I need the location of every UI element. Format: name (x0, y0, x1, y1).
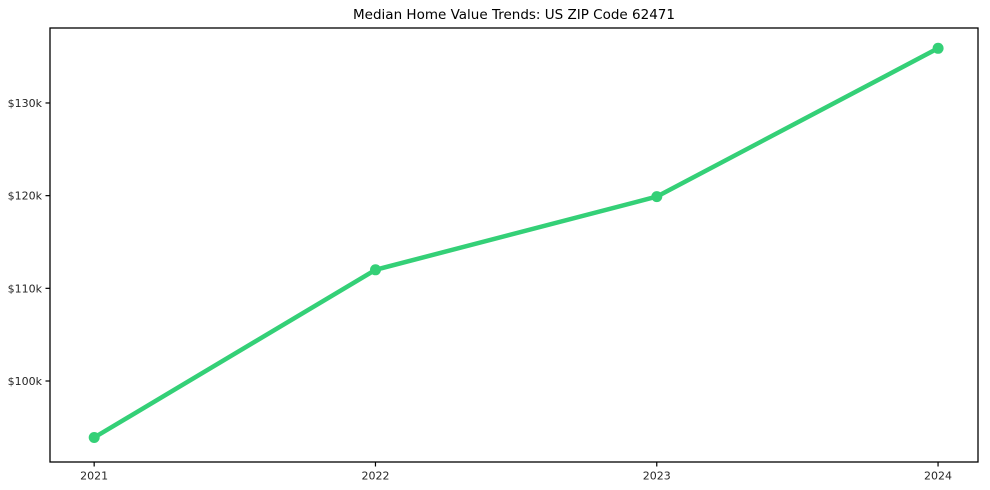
x-tick-label: 2023 (643, 470, 671, 483)
data-point-2024 (932, 42, 944, 54)
data-point-2023 (651, 191, 663, 203)
y-tick-label: $130k (8, 97, 43, 110)
x-tick-label: 2024 (924, 470, 952, 483)
plot-frame (49, 27, 979, 463)
x-tick-label: 2022 (361, 470, 389, 483)
y-tick-label: $100k (8, 375, 43, 388)
data-point-2022 (370, 264, 381, 276)
x-tick-label: 2021 (80, 470, 108, 483)
chart-title: Median Home Value Trends: US ZIP Code 62… (353, 7, 675, 23)
y-tick-label: $110k (8, 282, 43, 295)
data-point-2021 (88, 432, 100, 443)
y-tick-label: $120k (8, 190, 43, 203)
trend-line (91, 46, 941, 440)
